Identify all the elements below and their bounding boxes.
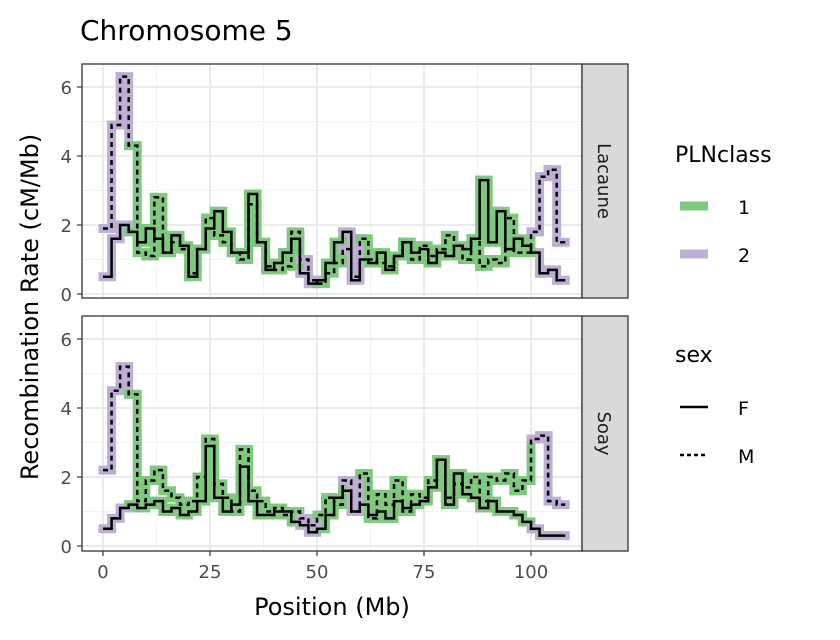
x-tick-label: 75	[413, 562, 436, 583]
y-tick-label: 2	[61, 468, 72, 489]
facet-strip-label: Soay	[593, 411, 614, 455]
band-lacaune-m	[543, 165, 562, 247]
y-tick-label: 4	[61, 399, 72, 420]
facet-strip-label: Lacaune	[593, 143, 614, 219]
x-axis-label: Position (Mb)	[254, 593, 410, 621]
line-soay-m	[103, 365, 566, 527]
y-tick-label: 6	[61, 330, 72, 351]
facet-strip	[581, 315, 629, 552]
x-tick-label: 50	[306, 562, 329, 583]
line-lacaune-m	[103, 75, 566, 285]
y-tick-label: 6	[61, 78, 72, 99]
y-tick-label: 0	[61, 537, 72, 558]
y-axis-label: Recombination Rate (cM/Mb)	[16, 134, 44, 480]
y-tick-label: 4	[61, 147, 72, 168]
y-tick-label: 2	[61, 216, 72, 237]
x-tick-label: 25	[199, 562, 222, 583]
facet-strip	[581, 63, 629, 299]
legend-sex-title: sex	[675, 343, 713, 368]
chart-title: Chromosome 5	[80, 14, 293, 47]
x-tick-label: 0	[97, 562, 108, 583]
legend-label-class-2: 2	[738, 245, 750, 267]
legend-plnclass-title: PLNclass	[675, 143, 772, 168]
legend-label-sex-f: F	[738, 398, 749, 420]
y-tick-label: 0	[61, 285, 72, 306]
legend-label-class-1: 1	[738, 197, 750, 219]
x-tick-label: 100	[514, 562, 548, 583]
legend-label-sex-m: M	[738, 446, 754, 468]
